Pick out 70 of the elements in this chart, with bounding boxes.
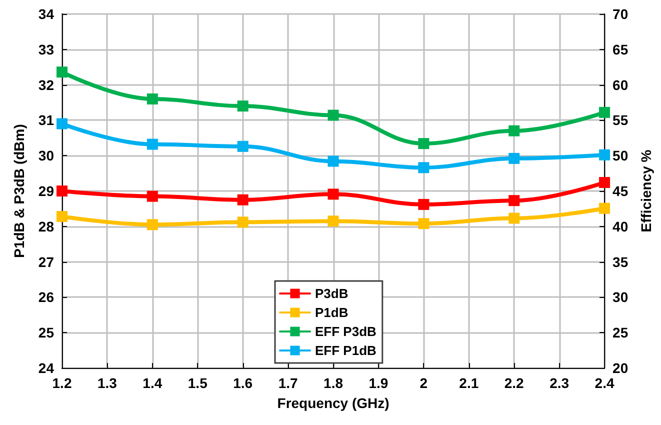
y2-tick-label: 30 — [612, 289, 628, 306]
point — [237, 140, 248, 152]
y2-tick-label: 50 — [612, 148, 628, 164]
x-tick-label: 1.5 — [188, 375, 208, 391]
point — [328, 110, 339, 121]
x-axis-title: Frequency (GHz) — [277, 395, 390, 411]
x-tick-label: 1.6 — [233, 375, 253, 391]
legend-label: P1dB — [315, 305, 348, 320]
y2-tick-label: 20 — [612, 360, 628, 376]
y-tick-label: 29 — [38, 183, 54, 199]
point — [328, 188, 339, 200]
point — [508, 212, 520, 224]
x-tick-label: 1.9 — [368, 375, 388, 391]
y-tick-label: 27 — [38, 254, 54, 270]
y-tick-label: 26 — [38, 289, 54, 306]
y-tick-label: 25 — [38, 324, 54, 341]
point — [418, 218, 430, 230]
point — [56, 210, 68, 222]
point — [328, 216, 339, 227]
y-tick-label: 33 — [38, 41, 54, 58]
y-tick-label: 28 — [38, 218, 54, 234]
point — [599, 149, 610, 160]
x-tick-label: 2.1 — [459, 375, 479, 391]
point — [146, 190, 158, 202]
point — [146, 138, 158, 150]
x-tick-label: 2.4 — [594, 375, 614, 391]
y2-axis-title: Efficiency % — [638, 149, 654, 232]
point — [328, 156, 339, 167]
x-tick-label: 2.3 — [550, 375, 570, 391]
point — [418, 198, 430, 210]
legend-label: EFF P1dB — [315, 343, 376, 358]
x-tick-label: 1.2 — [52, 375, 72, 391]
x-tick-label: 1.3 — [97, 375, 118, 391]
y2-tick-label: 70 — [612, 6, 628, 22]
legend-label: P3dB — [315, 286, 348, 301]
x-tick-label: 2.2 — [504, 375, 524, 391]
y2-tick-label: 40 — [612, 218, 628, 234]
y2-tick-label: 55 — [612, 112, 628, 128]
y-tick-label: 24 — [38, 360, 54, 376]
point — [599, 106, 610, 118]
x-tick-label: 1.8 — [324, 375, 344, 391]
y2-tick-label: 45 — [612, 183, 628, 199]
y-tick-label: 34 — [38, 6, 54, 22]
point — [146, 93, 158, 104]
point — [418, 162, 430, 174]
legend-label: EFF P3dB — [315, 324, 376, 339]
x-tick-label: 1.4 — [142, 375, 162, 391]
point — [56, 66, 68, 78]
y-axis-title: P1dB & P3dB (dBm) — [11, 124, 27, 258]
point — [508, 152, 520, 164]
point — [418, 138, 430, 150]
point — [237, 100, 248, 112]
point — [56, 186, 68, 196]
x-tick-label: 2 — [420, 375, 428, 391]
point — [56, 118, 68, 130]
x-tick-label: 1.7 — [278, 375, 298, 391]
point — [237, 216, 248, 228]
y2-tick-label: 25 — [612, 324, 628, 341]
point — [508, 125, 520, 136]
y2-tick-label: 60 — [612, 76, 628, 93]
y-tick-label: 32 — [38, 76, 54, 93]
y-tick-label: 30 — [38, 148, 54, 164]
point — [599, 177, 610, 188]
point — [599, 202, 610, 214]
y2-tick-label: 35 — [612, 254, 628, 270]
point — [508, 195, 520, 206]
y-tick-label: 31 — [38, 112, 54, 128]
point — [237, 194, 248, 206]
point — [146, 219, 158, 230]
y2-tick-label: 65 — [612, 41, 628, 58]
